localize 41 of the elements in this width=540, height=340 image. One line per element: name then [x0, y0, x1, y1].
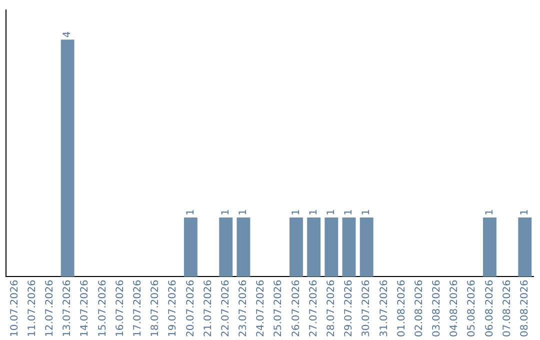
- x-tick-label: 13.07.2026: [62, 280, 74, 338]
- data-label: 1: [344, 209, 355, 216]
- x-tick-label: 24.07.2026: [256, 280, 267, 338]
- x-tick-label: 25.07.2026: [273, 280, 284, 338]
- x-tick-label: 12.07.2026: [44, 280, 56, 338]
- x-tick-label: 30.07.2026: [361, 280, 372, 338]
- x-tick-label: 22.07.2026: [220, 280, 232, 338]
- x-tick-label: 17.07.2026: [132, 280, 144, 338]
- x-tick-label: 14.07.2026: [80, 280, 91, 338]
- x-tick-label: 31.07.2026: [378, 280, 390, 338]
- x-tick-label: 04.08.2026: [449, 280, 460, 338]
- data-label: 1: [290, 209, 302, 216]
- x-tick-label: 19.07.2026: [168, 280, 179, 338]
- x-tick-label: 20.07.2026: [185, 280, 196, 338]
- x-tick-label: 11.07.2026: [26, 280, 38, 338]
- x-tick-label: 06.08.2026: [484, 280, 496, 338]
- x-tick-label: 01.08.2026: [396, 280, 408, 338]
- x-tick-label: 18.07.2026: [150, 280, 162, 338]
- x-tick-label: 15.07.2026: [97, 280, 108, 338]
- x-tick-label: 27.07.2026: [308, 280, 320, 338]
- data-label: 1: [308, 209, 320, 216]
- data-label: 1: [519, 209, 530, 216]
- x-tick-label: 08.08.2026: [519, 280, 530, 338]
- x-tick-label: 29.07.2026: [344, 280, 355, 338]
- data-label: 1: [238, 209, 250, 216]
- data-label: 1: [326, 209, 338, 216]
- data-label: 1: [185, 209, 196, 216]
- x-tick-label: 16.07.2026: [114, 280, 126, 338]
- x-tick-label: 28.07.2026: [326, 280, 338, 338]
- x-tick-label: 26.07.2026: [290, 280, 302, 338]
- x-tick-label: 03.08.2026: [432, 280, 443, 338]
- x-tick-label: 10.07.2026: [9, 280, 20, 338]
- data-label: 4: [62, 31, 74, 38]
- data-label: 1: [484, 209, 496, 216]
- x-tick-label: 07.08.2026: [502, 280, 513, 338]
- x-tick-label: 21.07.2026: [202, 280, 214, 338]
- x-tick-label: 23.07.2026: [238, 280, 250, 338]
- x-tick-label: 02.08.2026: [414, 280, 425, 338]
- x-tick-label: 05.08.2026: [466, 280, 478, 338]
- data-label: 1: [361, 209, 372, 216]
- data-label: 1: [220, 209, 232, 216]
